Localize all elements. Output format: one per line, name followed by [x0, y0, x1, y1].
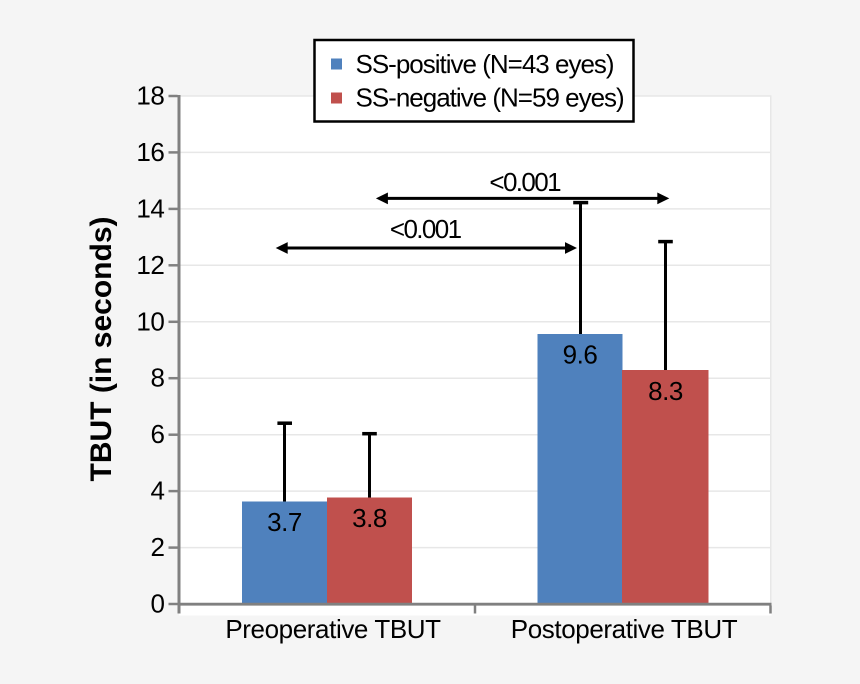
svg-text:<0.001: <0.001	[489, 167, 561, 197]
svg-text:8.3: 8.3	[648, 376, 683, 406]
svg-text:TBUT (in seconds): TBUT (in seconds)	[85, 216, 118, 481]
svg-text:SS-positive (N=43 eyes): SS-positive (N=43 eyes)	[356, 49, 614, 79]
svg-text:Postoperative TBUT: Postoperative TBUT	[511, 614, 738, 644]
svg-text:6: 6	[150, 419, 164, 449]
svg-text:3.8: 3.8	[352, 503, 387, 533]
svg-text:12: 12	[136, 250, 164, 280]
svg-text:14: 14	[136, 193, 164, 223]
svg-text:16: 16	[136, 137, 164, 167]
svg-text:4: 4	[150, 476, 164, 506]
svg-text:Preoperative TBUT: Preoperative TBUT	[225, 614, 441, 644]
svg-text:9.6: 9.6	[563, 340, 598, 370]
svg-text:<0.001: <0.001	[390, 214, 462, 244]
svg-text:18: 18	[136, 81, 164, 111]
svg-text:8: 8	[150, 363, 164, 393]
svg-text:10: 10	[136, 306, 164, 336]
svg-text:3.7: 3.7	[267, 507, 302, 537]
svg-text:0: 0	[150, 589, 164, 619]
svg-text:SS-negative (N=59 eyes): SS-negative (N=59 eyes)	[356, 83, 625, 113]
svg-text:2: 2	[150, 532, 164, 562]
